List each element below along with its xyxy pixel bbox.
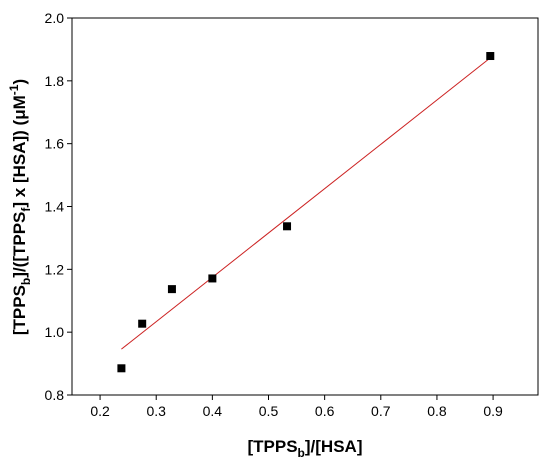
data-point [486,52,495,61]
x-tick-label: 0.8 [427,403,447,419]
plot-frame [71,17,539,396]
data-point [117,364,126,373]
x-tick-label: 0.9 [483,403,503,419]
y-axis-ticks: 0.8 1.0 1.2 1.4 1.6 1.8 2.0 [45,10,72,403]
y-tick-label: 0.8 [45,387,65,403]
y-tick-label: 1.4 [45,199,65,215]
data-point [208,274,217,283]
x-tick-label: 0.2 [90,403,110,419]
y-tick-label: 2.0 [45,10,65,26]
data-point [138,319,147,328]
y-tick-label: 1.0 [45,324,65,340]
y-tick-label: 1.6 [45,136,65,152]
x-tick-label: 0.7 [371,403,391,419]
x-tick-label: 0.6 [315,403,335,419]
data-points [117,52,495,373]
y-tick-label: 1.2 [45,261,65,277]
data-point [283,222,292,231]
x-tick-label: 0.4 [203,403,223,419]
x-tick-label: 0.3 [146,403,166,419]
y-axis-label: [TPPSb]/([TPPSf] x [HSA]) (μM-1) [7,79,33,335]
x-axis-label: [TPPSb]/[HSA] [247,437,362,460]
fit-line [121,57,491,350]
data-point [167,285,176,294]
y-tick-label: 1.8 [45,73,65,89]
x-axis-ticks: 0.2 0.3 0.4 0.5 0.6 0.7 0.8 0.9 [90,395,503,419]
x-tick-label: 0.5 [259,403,279,419]
